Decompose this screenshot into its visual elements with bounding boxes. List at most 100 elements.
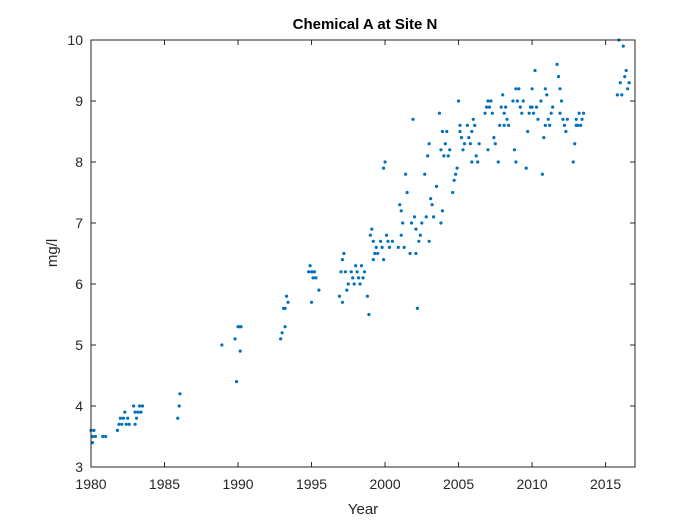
x-tick-label: 2005 <box>443 476 474 492</box>
data-point <box>356 276 361 280</box>
data-point <box>133 410 137 414</box>
data-point <box>506 123 511 127</box>
data-point <box>474 154 478 158</box>
data-point <box>443 142 447 146</box>
y-tick-label: 10 <box>67 32 83 48</box>
data-point <box>373 251 377 256</box>
data-point <box>615 93 619 97</box>
data-point <box>626 87 630 91</box>
data-point <box>580 117 584 121</box>
chart-title: Chemical A at Site N <box>293 16 438 33</box>
data-point <box>470 160 474 164</box>
data-point <box>512 148 517 152</box>
data-point <box>577 111 581 115</box>
data-point <box>484 105 489 109</box>
data-point <box>440 209 444 213</box>
data-point <box>496 160 500 164</box>
data-point <box>352 282 356 286</box>
data-point <box>490 111 494 115</box>
y-axis: 3 4 5 6 7 8 9 10 <box>67 32 635 475</box>
data-point <box>542 136 546 140</box>
data-point <box>571 160 575 164</box>
data-point <box>139 410 143 414</box>
data-point <box>574 123 578 127</box>
data-point <box>337 294 342 298</box>
data-point <box>451 190 455 195</box>
data-point <box>448 148 452 152</box>
data-point <box>101 434 105 439</box>
data-point <box>365 294 370 298</box>
data-point <box>93 434 98 439</box>
data-point <box>140 404 145 408</box>
data-point <box>351 276 355 280</box>
data-point <box>398 203 402 207</box>
data-point <box>620 93 624 97</box>
data-point <box>104 434 108 439</box>
data-point <box>430 203 434 207</box>
data-point <box>520 111 524 115</box>
data-point <box>440 129 444 134</box>
data-point <box>574 117 578 121</box>
data-point <box>483 111 487 115</box>
data-point <box>456 99 461 103</box>
data-point <box>623 75 627 79</box>
x-axis-label: Year <box>348 501 378 518</box>
data-point <box>340 258 345 262</box>
data-point <box>527 111 531 115</box>
data-point <box>540 172 544 176</box>
data-point <box>92 428 96 432</box>
data-point <box>367 312 371 317</box>
data-point <box>549 111 553 115</box>
data-point <box>559 99 564 103</box>
data-point <box>345 288 349 292</box>
data-point <box>342 251 346 256</box>
data-point <box>429 197 433 201</box>
data-point <box>477 142 481 146</box>
data-point <box>415 306 419 310</box>
data-point <box>455 166 459 170</box>
data-point <box>431 215 436 219</box>
data-point <box>132 404 136 408</box>
y-tick-label: 5 <box>75 337 83 353</box>
x-tick-label: 2000 <box>369 476 400 492</box>
data-point <box>311 270 315 274</box>
data-point <box>546 117 550 121</box>
data-point <box>551 105 555 109</box>
data-point <box>405 190 409 195</box>
data-point <box>517 87 521 91</box>
data-point <box>627 81 631 85</box>
data-point <box>473 123 477 127</box>
data-point <box>401 221 405 225</box>
y-axis-label: mg/l <box>44 239 61 267</box>
data-point <box>458 129 462 134</box>
data-point <box>461 148 465 152</box>
data-point <box>545 93 549 97</box>
data-point <box>470 129 474 134</box>
data-point <box>442 154 446 158</box>
data-point <box>417 239 421 243</box>
data-point <box>118 416 123 420</box>
data-point <box>524 166 528 170</box>
data-point <box>137 404 142 408</box>
data-point <box>412 215 417 219</box>
data-point <box>454 172 458 176</box>
data-point <box>459 136 464 140</box>
data-point <box>467 136 471 140</box>
data-point <box>439 221 443 225</box>
data-point <box>355 270 359 274</box>
y-tick-label: 4 <box>75 398 83 414</box>
data-point <box>346 282 350 286</box>
data-point <box>134 416 139 420</box>
plot-frame <box>90 39 636 468</box>
data-point <box>343 270 347 274</box>
data-point <box>376 251 380 256</box>
data-point <box>133 422 137 426</box>
data-point <box>414 227 418 231</box>
data-point <box>476 160 480 164</box>
data-point <box>361 276 365 280</box>
data-point <box>386 239 390 243</box>
x-tick-label: 1995 <box>296 476 327 492</box>
data-point <box>505 117 509 121</box>
data-point <box>468 142 472 146</box>
